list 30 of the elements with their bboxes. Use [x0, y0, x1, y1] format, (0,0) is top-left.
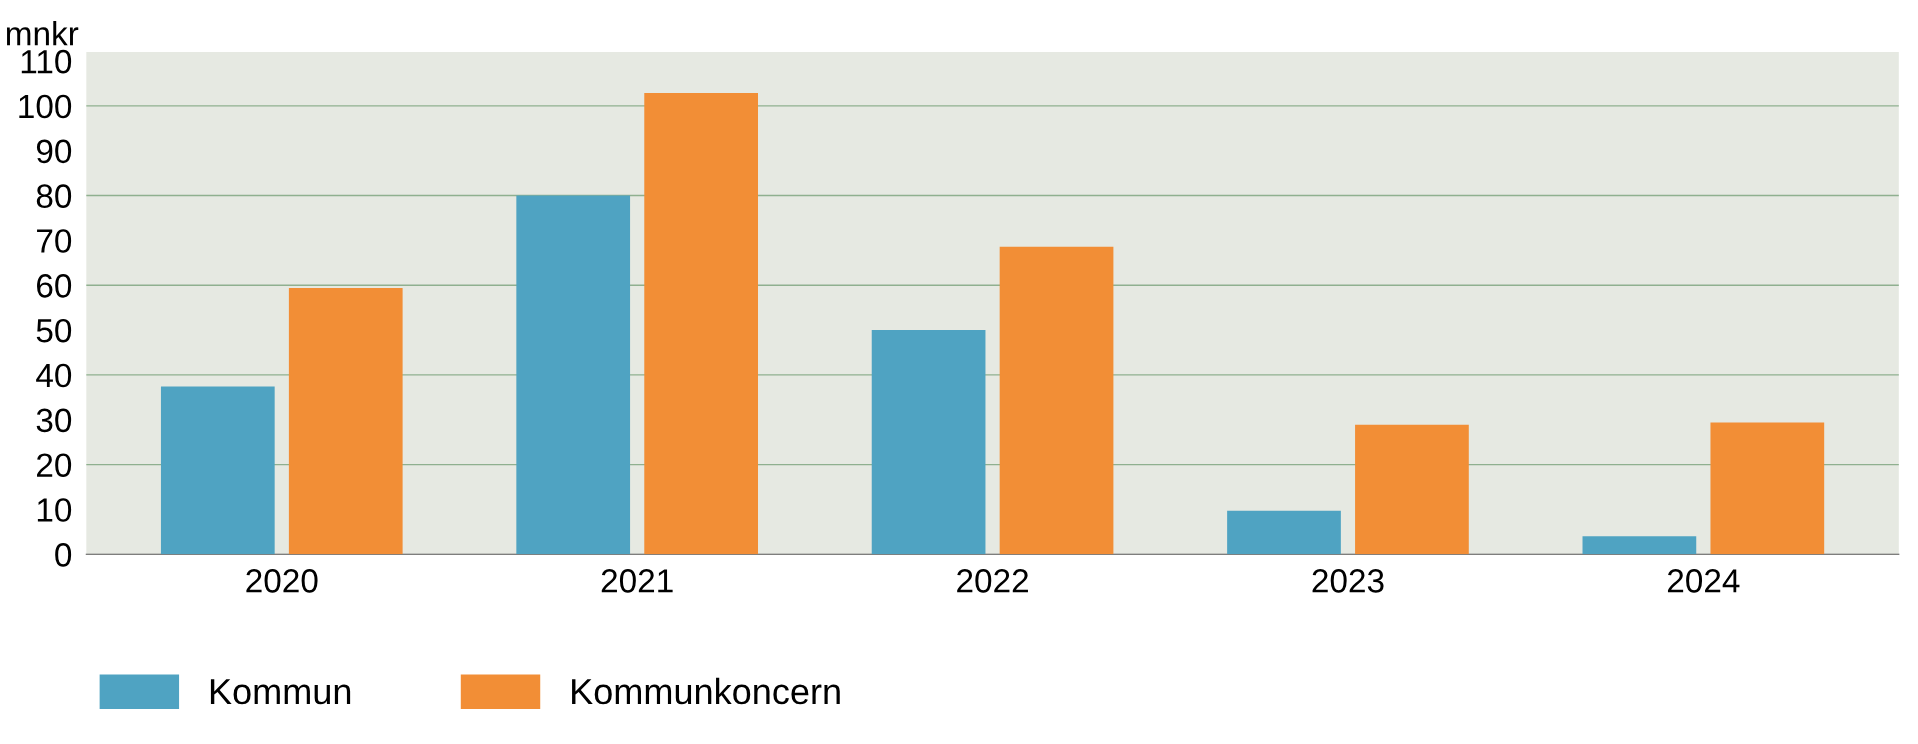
y-tick-label: 70 — [37, 229, 72, 253]
x-tick-label: 2022 — [957, 569, 1028, 593]
y-tick-label: 100 — [19, 94, 72, 119]
bar — [1710, 422, 1825, 555]
bar — [999, 246, 1114, 555]
bar — [1355, 424, 1469, 555]
legend-label: Kommun — [210, 679, 351, 705]
x-tick-label: 2024 — [1667, 569, 1740, 593]
y-tick-label: 20 — [37, 453, 72, 478]
x-tick-label: 2021 — [601, 569, 673, 593]
bar — [1582, 536, 1697, 555]
y-tick-label: 80 — [36, 184, 72, 208]
y-tick-label: 50 — [36, 318, 72, 343]
x-tick-label: 2023 — [1312, 569, 1384, 593]
bar — [871, 330, 986, 555]
bar — [160, 386, 275, 555]
y-tick-label: 110 — [21, 49, 72, 74]
y-tick-label: 10 — [37, 498, 72, 522]
bar — [288, 287, 403, 555]
y-tick-label: 90 — [36, 139, 72, 164]
bar — [644, 92, 758, 555]
y-tick-label: 30 — [36, 408, 72, 433]
bar — [1227, 510, 1341, 555]
y-tick-label: 60 — [37, 274, 72, 298]
x-tick-label: 2020 — [246, 569, 318, 593]
legend-label: Kommunkoncern — [572, 677, 840, 705]
y-tick-label: 40 — [36, 363, 72, 388]
y-tick-label: 0 — [55, 543, 72, 567]
bar — [516, 195, 631, 555]
y-axis-title: mnkr — [6, 21, 79, 46]
